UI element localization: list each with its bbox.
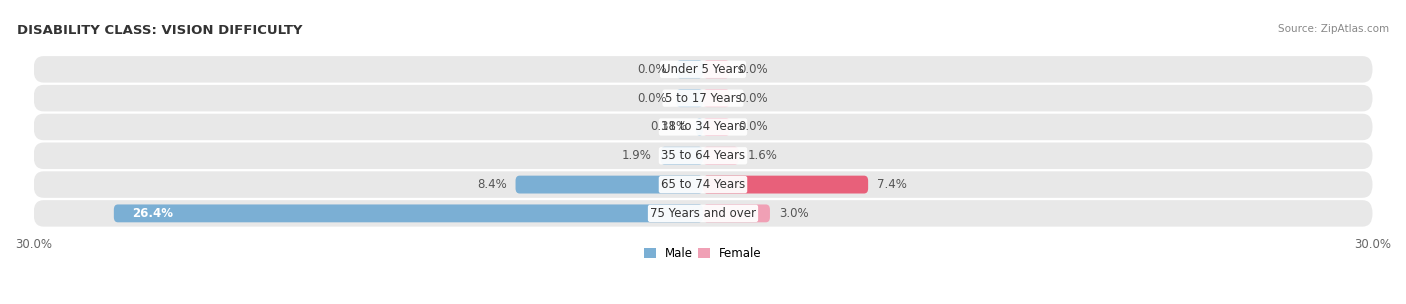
Text: 0.0%: 0.0% (738, 63, 768, 76)
Legend: Male, Female: Male, Female (640, 243, 766, 265)
Text: 18 to 34 Years: 18 to 34 Years (661, 120, 745, 133)
FancyBboxPatch shape (676, 89, 703, 107)
Text: Under 5 Years: Under 5 Years (662, 63, 744, 76)
Text: 0.31%: 0.31% (650, 120, 688, 133)
FancyBboxPatch shape (34, 200, 1372, 227)
FancyBboxPatch shape (34, 56, 1372, 83)
FancyBboxPatch shape (703, 60, 730, 78)
FancyBboxPatch shape (703, 205, 770, 222)
FancyBboxPatch shape (661, 147, 703, 165)
FancyBboxPatch shape (676, 60, 703, 78)
FancyBboxPatch shape (34, 85, 1372, 111)
FancyBboxPatch shape (516, 176, 703, 194)
Text: 35 to 64 Years: 35 to 64 Years (661, 149, 745, 162)
FancyBboxPatch shape (696, 118, 703, 136)
Text: DISABILITY CLASS: VISION DIFFICULTY: DISABILITY CLASS: VISION DIFFICULTY (17, 24, 302, 37)
Text: 1.9%: 1.9% (621, 149, 651, 162)
Text: 7.4%: 7.4% (877, 178, 907, 191)
Text: 65 to 74 Years: 65 to 74 Years (661, 178, 745, 191)
FancyBboxPatch shape (34, 143, 1372, 169)
Text: 5 to 17 Years: 5 to 17 Years (665, 92, 741, 105)
Text: 8.4%: 8.4% (477, 178, 506, 191)
Text: 75 Years and over: 75 Years and over (650, 207, 756, 220)
FancyBboxPatch shape (703, 176, 868, 194)
Text: 3.0%: 3.0% (779, 207, 808, 220)
Text: Source: ZipAtlas.com: Source: ZipAtlas.com (1278, 24, 1389, 34)
Text: 0.0%: 0.0% (638, 92, 668, 105)
FancyBboxPatch shape (703, 118, 730, 136)
Text: 26.4%: 26.4% (132, 207, 173, 220)
Text: 0.0%: 0.0% (738, 120, 768, 133)
FancyBboxPatch shape (114, 205, 703, 222)
Text: 0.0%: 0.0% (738, 92, 768, 105)
Text: 1.6%: 1.6% (748, 149, 778, 162)
Text: 0.0%: 0.0% (638, 63, 668, 76)
FancyBboxPatch shape (703, 89, 730, 107)
FancyBboxPatch shape (34, 114, 1372, 140)
FancyBboxPatch shape (703, 147, 738, 165)
FancyBboxPatch shape (34, 171, 1372, 198)
